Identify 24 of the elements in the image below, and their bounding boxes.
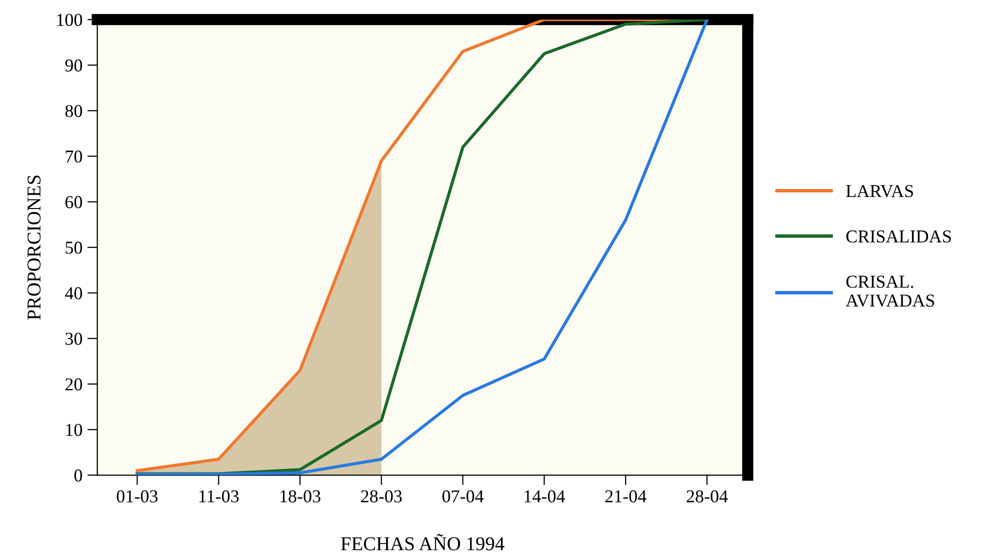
x-tick-label: 28-04 bbox=[686, 490, 728, 502]
y-tick-label: 10 bbox=[66, 424, 82, 436]
y-tick-label: 50 bbox=[66, 242, 82, 254]
y-tick-label: 70 bbox=[66, 150, 82, 163]
y-tick-label: 30 bbox=[66, 332, 82, 345]
x-axis-title: FECHAS AÑO 1994 bbox=[340, 534, 504, 550]
x-tick-label: 14-04 bbox=[524, 490, 565, 502]
x-tick-label: 01-03 bbox=[116, 490, 158, 502]
legend-label: LARVAS bbox=[846, 185, 913, 198]
x-tick-label: 11-03 bbox=[199, 490, 239, 502]
legend-label: CRISAL. AVIVADAS bbox=[846, 276, 934, 307]
x-tick-label: 07-04 bbox=[442, 490, 484, 502]
x-tick-label: 18-03 bbox=[280, 490, 320, 502]
x-tick-label: 21-04 bbox=[605, 490, 646, 502]
y-tick-label: 90 bbox=[65, 59, 82, 72]
y-tick-label: 80 bbox=[65, 104, 82, 118]
y-tick-label: 20 bbox=[65, 378, 82, 390]
y-axis-title: PROPORCIONES bbox=[28, 176, 41, 320]
y-tick-label: 60 bbox=[65, 196, 82, 208]
y-tick-label: 40 bbox=[65, 287, 82, 300]
x-tick-label: 28-03 bbox=[361, 490, 402, 502]
y-tick-label: 100 bbox=[57, 14, 82, 26]
legend-label: CRISALIDAS bbox=[846, 230, 951, 243]
y-tick-label: 0 bbox=[74, 469, 82, 482]
